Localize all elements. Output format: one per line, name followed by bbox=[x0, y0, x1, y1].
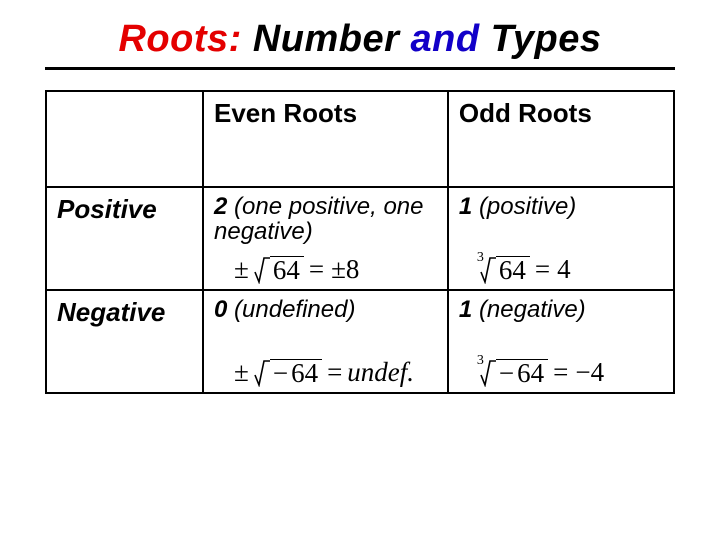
cell-text: 1 (negative) bbox=[459, 297, 663, 351]
header-even-roots: Even Roots bbox=[203, 91, 448, 187]
rowhead-negative: Negative bbox=[46, 290, 203, 393]
table-row: Positive 2 (one positive, one negative) … bbox=[46, 187, 674, 290]
formula-pos-odd: 3 64 = 4 bbox=[459, 254, 663, 285]
radical-icon: 3 64 bbox=[477, 359, 548, 387]
radical-icon: 64 bbox=[254, 256, 304, 284]
plus-minus: ± bbox=[232, 254, 251, 285]
title-word-types: Types bbox=[491, 18, 602, 60]
cell-positive-even: 2 (one positive, one negative) ± 64 = ±8 bbox=[203, 187, 448, 290]
roots-table: Even Roots Odd Roots Positive 2 (one pos… bbox=[45, 90, 675, 394]
header-odd-roots: Odd Roots bbox=[448, 91, 674, 187]
rowhead-positive: Positive bbox=[46, 187, 203, 290]
plus-minus: ± bbox=[232, 357, 251, 388]
formula-pos-even: ± 64 = ±8 bbox=[214, 254, 437, 285]
table-row: Negative 0 (undefined) ± 64 = undef. bbox=[46, 290, 674, 393]
table-header-row: Even Roots Odd Roots bbox=[46, 91, 674, 187]
cell-text: 2 (one positive, one negative) bbox=[214, 194, 437, 248]
title-word-number: Number bbox=[253, 18, 400, 60]
cell-text: 0 (undefined) bbox=[214, 297, 437, 351]
radical-icon: 3 64 bbox=[477, 256, 530, 284]
formula-neg-odd: 3 64 = −4 bbox=[459, 357, 663, 388]
cell-negative-odd: 1 (negative) 3 64 = −4 bbox=[448, 290, 674, 393]
header-blank bbox=[46, 91, 203, 187]
slide: Roots: Number and Types Even Roots Odd R… bbox=[0, 0, 720, 394]
formula-neg-even: ± 64 = undef. bbox=[214, 357, 437, 388]
cell-text: 1 (positive) bbox=[459, 194, 663, 248]
radical-icon: 64 bbox=[254, 359, 322, 387]
cell-negative-even: 0 (undefined) ± 64 = undef. bbox=[203, 290, 448, 393]
title-word-roots: Roots: bbox=[118, 18, 241, 60]
page-title: Roots: Number and Types bbox=[45, 18, 675, 61]
title-word-and: and bbox=[410, 18, 479, 60]
cell-positive-odd: 1 (positive) 3 64 = 4 bbox=[448, 187, 674, 290]
title-underline bbox=[45, 67, 675, 70]
